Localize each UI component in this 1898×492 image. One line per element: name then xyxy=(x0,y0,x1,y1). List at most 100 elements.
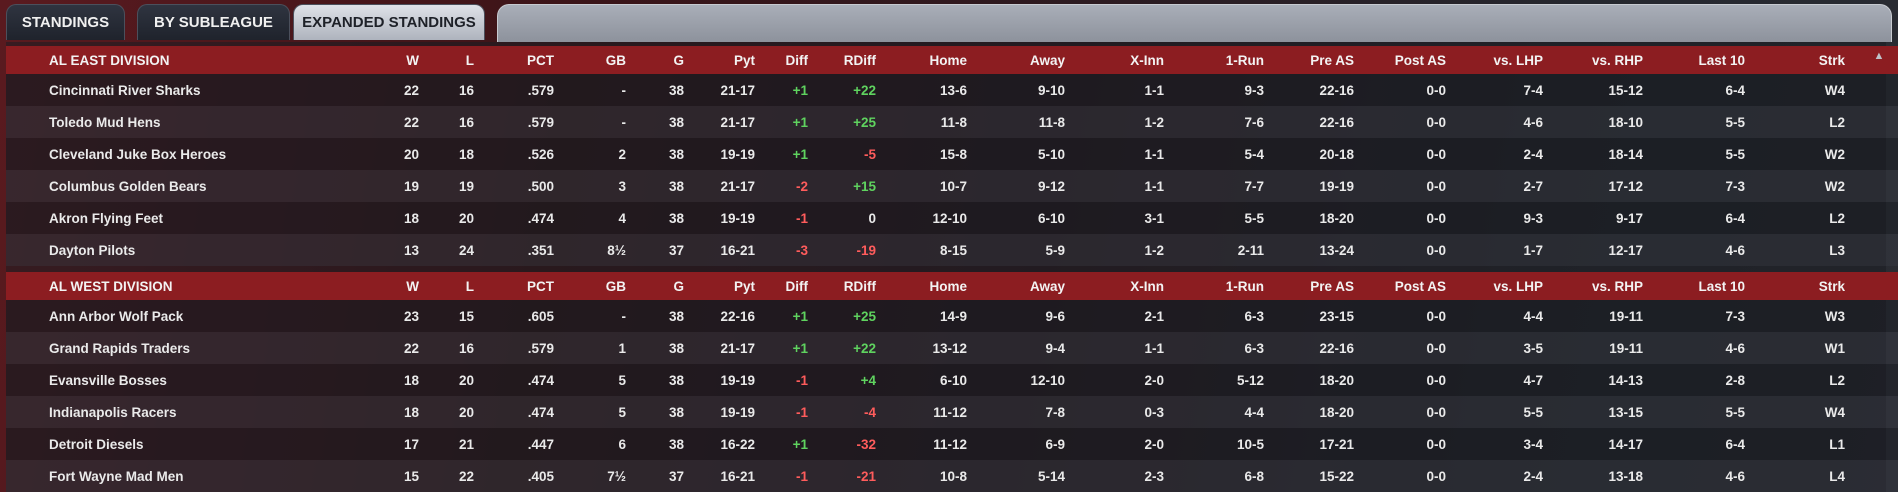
column-header-pyt[interactable]: Pyt xyxy=(684,46,755,74)
team-name[interactable]: Evansville Bosses xyxy=(6,364,351,396)
team-row[interactable]: Indianapolis Racers 18 20.474 5 38 19-19 -1 -4 1… xyxy=(6,396,1898,428)
cell-post-as: 0-0 xyxy=(1354,300,1446,332)
column-header-wins[interactable]: W xyxy=(351,46,419,74)
team-name[interactable]: Cleveland Juke Box Heroes xyxy=(6,138,351,170)
column-header-pyt[interactable]: Pyt xyxy=(684,272,755,300)
column-header-games[interactable]: G xyxy=(626,46,684,74)
cell-post-as: 0-0 xyxy=(1354,364,1446,396)
cell-streak: W4 xyxy=(1745,396,1845,428)
column-header-vs-lhp[interactable]: vs. LHP xyxy=(1446,46,1543,74)
cell-vs-rhp: 19-11 xyxy=(1543,300,1643,332)
column-header-post-as[interactable]: Post AS xyxy=(1354,46,1446,74)
team-name[interactable]: Dayton Pilots xyxy=(6,234,351,266)
tab-standings[interactable]: STANDINGS xyxy=(6,4,125,40)
scrollbar[interactable]: ▲ xyxy=(1872,50,1886,490)
column-header-vs-rhp[interactable]: vs. RHP xyxy=(1543,272,1643,300)
cell-gb: 7½ xyxy=(554,460,626,492)
cell-pyt: 21-17 xyxy=(684,332,755,364)
cell-pyt: 19-19 xyxy=(684,138,755,170)
cell-gb: 1 xyxy=(554,332,626,364)
column-header-pre-as[interactable]: Pre AS xyxy=(1264,272,1354,300)
cell-x-inn: 1-2 xyxy=(1065,106,1164,138)
tab-expanded-standings[interactable]: EXPANDED STANDINGS xyxy=(293,4,485,40)
column-header-last-10[interactable]: Last 10 xyxy=(1643,272,1745,300)
column-header-post-as[interactable]: Post AS xyxy=(1354,272,1446,300)
team-row[interactable]: Detroit Diesels 17 21.447 6 38 16-22 +1 -32 11-1… xyxy=(6,428,1898,460)
cell-home: 6-10 xyxy=(876,364,967,396)
column-header-last-10[interactable]: Last 10 xyxy=(1643,46,1745,74)
team-row[interactable]: Cleveland Juke Box Heroes 20 18.526 2 38 19-1… xyxy=(6,138,1898,170)
column-header-pre-as[interactable]: Pre AS xyxy=(1264,46,1354,74)
division-header-row: AL WEST DIVISION W L PCT GB G Pyt Diff RDiff Home… xyxy=(6,272,1898,300)
team-name[interactable]: Detroit Diesels xyxy=(6,428,351,460)
column-header-rdiff[interactable]: RDiff xyxy=(808,46,876,74)
team-row[interactable]: Toledo Mud Hens 22 16.579-38 21-17 +1 +25 11-8… xyxy=(6,106,1898,138)
column-header-x-inn[interactable]: X-Inn xyxy=(1065,46,1164,74)
cell-wins: 18 xyxy=(351,396,419,428)
cell-one-run: 5-12 xyxy=(1164,364,1264,396)
cell-gb: - xyxy=(554,106,626,138)
team-name[interactable]: Columbus Golden Bears xyxy=(6,170,351,202)
cell-pre-as: 15-22 xyxy=(1264,460,1354,492)
column-header-vs-lhp[interactable]: vs. LHP xyxy=(1446,272,1543,300)
cell-gb: - xyxy=(554,74,626,106)
team-name[interactable]: Toledo Mud Hens xyxy=(6,106,351,138)
column-header-magic[interactable]: Magic# xyxy=(1845,272,1898,300)
column-header-streak[interactable]: Strk xyxy=(1745,46,1845,74)
column-header-one-run[interactable]: 1-Run xyxy=(1164,272,1264,300)
team-row[interactable]: Akron Flying Feet 18 20.474 4 38 19-19 -1 0 12-1… xyxy=(6,202,1898,234)
column-header-vs-rhp[interactable]: vs. RHP xyxy=(1543,46,1643,74)
cell-home: 10-8 xyxy=(876,460,967,492)
column-header-gb[interactable]: GB xyxy=(554,46,626,74)
team-name[interactable]: Cincinnati River Sharks xyxy=(6,74,351,106)
cell-away: 9-12 xyxy=(967,170,1065,202)
team-name[interactable]: Indianapolis Racers xyxy=(6,396,351,428)
team-row[interactable]: Cincinnati River Sharks 22 16.579-38 21-17 +… xyxy=(6,74,1898,106)
column-header-away[interactable]: Away xyxy=(967,272,1065,300)
cell-wins: 18 xyxy=(351,202,419,234)
column-header-diff[interactable]: Diff xyxy=(755,272,808,300)
column-header-away[interactable]: Away xyxy=(967,46,1065,74)
cell-pct: .351 xyxy=(474,234,554,266)
team-row[interactable]: Dayton Pilots 13 24.351 8½ 37 16-21 -3 -19 8-15 5… xyxy=(6,234,1898,266)
team-row[interactable]: Grand Rapids Traders 22 16.579 1 38 21-17 +1 +2… xyxy=(6,332,1898,364)
cell-gb: 3 xyxy=(554,170,626,202)
column-header-home[interactable]: Home xyxy=(876,46,967,74)
column-header-games[interactable]: G xyxy=(626,272,684,300)
column-header-diff[interactable]: Diff xyxy=(755,46,808,74)
cell-games: 38 xyxy=(626,428,684,460)
team-name[interactable]: Grand Rapids Traders xyxy=(6,332,351,364)
scroll-up-arrow-icon[interactable]: ▲ xyxy=(1873,50,1885,62)
column-header-magic[interactable]: Magic# xyxy=(1845,46,1898,74)
column-header-rdiff[interactable]: RDiff xyxy=(808,272,876,300)
column-header-x-inn[interactable]: X-Inn xyxy=(1065,272,1164,300)
tab-label: STANDINGS xyxy=(21,14,110,31)
column-header-one-run[interactable]: 1-Run xyxy=(1164,46,1264,74)
cell-last-10: 5-5 xyxy=(1643,396,1745,428)
cell-rdiff: -5 xyxy=(808,138,876,170)
cell-one-run: 7-7 xyxy=(1164,170,1264,202)
team-row[interactable]: Evansville Bosses 18 20.474 5 38 19-19 -1 +4 6-1… xyxy=(6,364,1898,396)
team-row[interactable]: Fort Wayne Mad Men 15 22.405 7½ 37 16-21 -1 -21… xyxy=(6,460,1898,492)
tab-label: EXPANDED STANDINGS xyxy=(302,14,476,31)
team-row[interactable]: Columbus Golden Bears 19 19.500 3 38 21-17 -2 +… xyxy=(6,170,1898,202)
cell-away: 9-10 xyxy=(967,74,1065,106)
cell-losses: 20 xyxy=(419,364,474,396)
column-header-pct[interactable]: PCT xyxy=(474,46,554,74)
column-header-gb[interactable]: GB xyxy=(554,272,626,300)
team-row[interactable]: Ann Arbor Wolf Pack 23 15.605-38 22-16 +1 +25… xyxy=(6,300,1898,332)
column-header-losses[interactable]: L xyxy=(419,272,474,300)
team-name[interactable]: Ann Arbor Wolf Pack xyxy=(6,300,351,332)
team-name[interactable]: Akron Flying Feet xyxy=(6,202,351,234)
cell-games: 38 xyxy=(626,332,684,364)
column-header-streak[interactable]: Strk xyxy=(1745,272,1845,300)
cell-pre-as: 18-20 xyxy=(1264,364,1354,396)
column-header-pct[interactable]: PCT xyxy=(474,272,554,300)
cell-vs-lhp: 1-7 xyxy=(1446,234,1543,266)
column-header-wins[interactable]: W xyxy=(351,272,419,300)
cell-post-as: 0-0 xyxy=(1354,106,1446,138)
tab-by-subleague[interactable]: BY SUBLEAGUE xyxy=(137,4,290,40)
column-header-home[interactable]: Home xyxy=(876,272,967,300)
team-name[interactable]: Fort Wayne Mad Men xyxy=(6,460,351,492)
column-header-losses[interactable]: L xyxy=(419,46,474,74)
